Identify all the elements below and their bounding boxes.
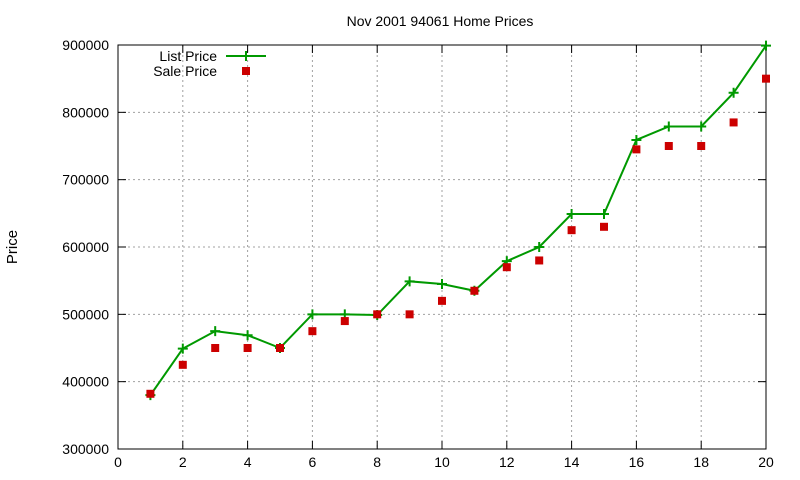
grid-lines [118, 45, 766, 449]
data-point [566, 209, 577, 220]
y-tick-label: 300000 [62, 441, 109, 457]
y-tick-label: 900000 [62, 37, 109, 53]
y-tick-label: 400000 [62, 374, 109, 390]
y-tick-label: 600000 [62, 239, 109, 255]
data-point [242, 330, 253, 341]
y-axis-label: Price [4, 230, 21, 264]
data-point [697, 142, 706, 150]
data-point [664, 142, 673, 150]
data-point [502, 263, 511, 272]
data-point [600, 222, 608, 231]
data-point [438, 296, 446, 305]
data-point [632, 145, 641, 154]
data-point [567, 226, 576, 235]
data-point [534, 242, 545, 252]
data-point [405, 310, 414, 319]
x-tick-label: 14 [564, 454, 580, 470]
data-point [761, 40, 771, 51]
data-point [599, 209, 609, 220]
chart-title: Nov 2001 94061 Home Prices [347, 13, 534, 29]
data-point [307, 309, 318, 320]
legend-marker-sale-price [242, 67, 250, 75]
series-line [149, 45, 767, 396]
legend-label-sale-price: Sale Price [153, 63, 217, 79]
legend-marker-list-price [241, 51, 251, 61]
axis-ticks: 0 2 4 6 8 10 12 14 16 18 20 300000 400000 500000 60000… [62, 37, 774, 470]
data-point [762, 74, 770, 83]
y-tick-label: 800000 [62, 104, 109, 120]
data-point [340, 317, 349, 326]
data-point [276, 344, 284, 352]
data-point [178, 360, 187, 369]
data-point [177, 343, 188, 354]
data-point [631, 134, 642, 145]
data-point [663, 121, 674, 132]
data-point [729, 118, 738, 127]
data-point [210, 326, 221, 337]
data-point [211, 344, 220, 352]
x-tick-label: 16 [629, 454, 645, 470]
x-tick-label: 2 [179, 454, 187, 470]
data-point [696, 121, 707, 132]
data-point [535, 256, 544, 265]
legend: List Price Sale Price [153, 48, 266, 79]
x-tick-label: 4 [244, 454, 252, 470]
data-point [146, 389, 155, 398]
data-point [404, 276, 415, 287]
data-point [437, 279, 447, 290]
x-tick-label: 6 [309, 454, 317, 470]
series-layer [145, 40, 771, 401]
data-point [243, 344, 252, 352]
x-tick-label: 18 [693, 454, 709, 470]
y-tick-label: 500000 [62, 306, 109, 322]
data-point [470, 286, 479, 295]
data-point [373, 310, 382, 319]
series-1 [146, 74, 770, 398]
x-tick-label: 12 [499, 454, 515, 470]
data-point [728, 87, 739, 98]
series-0 [145, 40, 771, 401]
y-tick-label: 700000 [62, 172, 109, 188]
x-tick-label: 0 [114, 454, 122, 470]
x-tick-label: 10 [434, 454, 450, 470]
x-tick-label: 8 [373, 454, 381, 470]
x-tick-label: 20 [758, 454, 774, 470]
legend-label-list-price: List Price [159, 48, 217, 64]
data-point [308, 327, 317, 336]
